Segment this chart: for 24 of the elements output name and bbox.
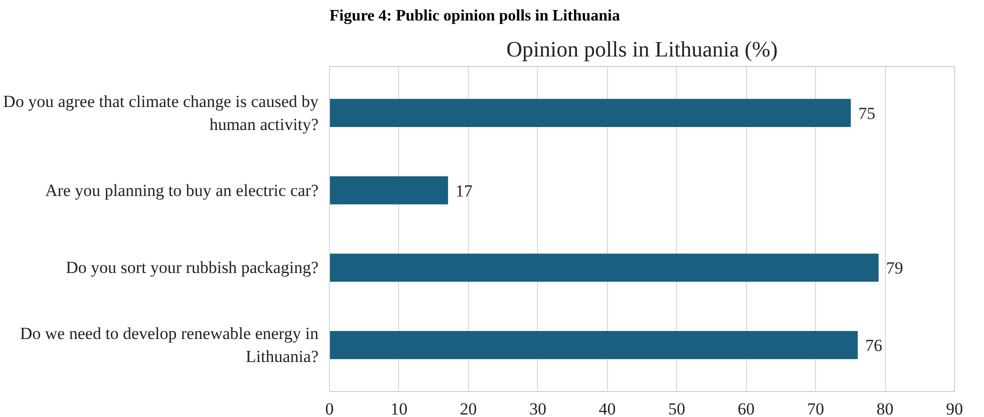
x-tick-label: 60 — [738, 400, 755, 417]
y-tick-label: Are you planning to buy an electric car? — [45, 180, 319, 200]
data-label: 76 — [865, 336, 882, 356]
caption: Figure 4: Public opinion polls in Lithuania — [330, 8, 620, 24]
y-tick-label: Do you agree that climate change is caused by human activity? — [3, 92, 319, 134]
data-label: 75 — [858, 104, 876, 123]
bar — [330, 331, 858, 360]
data-label: 79 — [886, 258, 904, 278]
x-tick-label: 20 — [460, 400, 477, 417]
data-label: 17 — [456, 181, 474, 200]
y-tick-label: Do we need to develop renewable energy in Lithuania? — [20, 324, 319, 366]
x-tick-label: 50 — [668, 400, 686, 417]
y-tick-label: Do you sort your rubbish packaging? — [66, 258, 318, 278]
bar — [330, 176, 448, 204]
x-tick-label: 80 — [876, 400, 894, 417]
x-tick-label: 40 — [598, 400, 616, 417]
bar — [330, 98, 851, 127]
x-tick-label: 90 — [946, 400, 963, 417]
x-tick-label: 70 — [807, 400, 824, 417]
x-tick-label: 10 — [390, 400, 408, 417]
x-tick-label: 30 — [529, 400, 546, 417]
bar — [330, 254, 879, 282]
chart-title: Opinion polls in Lithuania (%) — [506, 36, 778, 62]
x-tick-label: 0 — [325, 400, 334, 417]
